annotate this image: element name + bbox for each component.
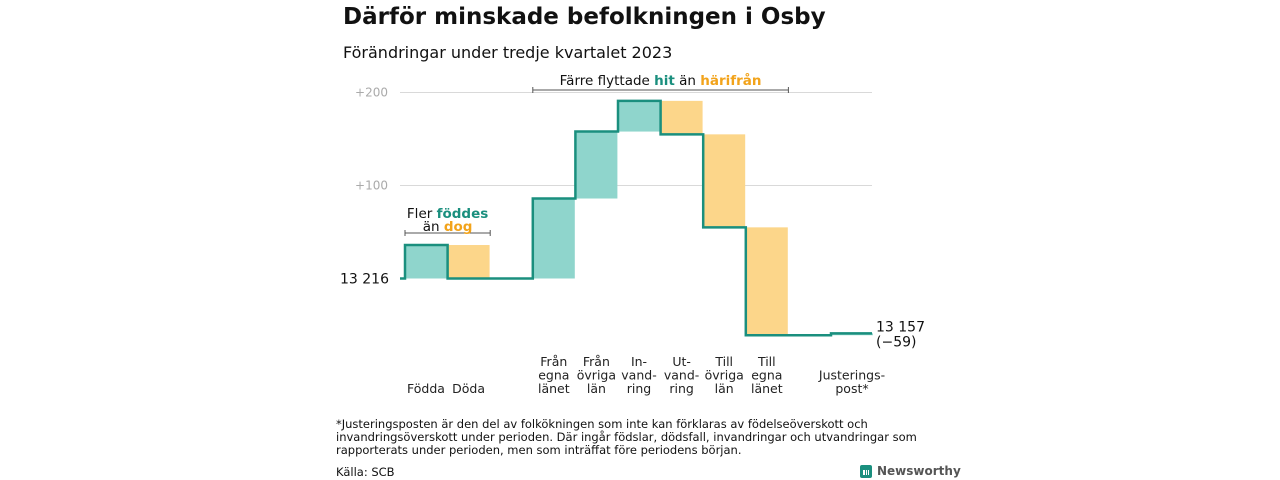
annotation-segment: än: [675, 73, 700, 89]
category-label: post*: [835, 381, 868, 396]
category-label: Till: [714, 354, 733, 369]
waterfall-bar: [703, 134, 746, 228]
cumulative-step-line: [400, 99, 872, 337]
annotation-segment: föddes: [437, 206, 489, 222]
waterfall-bar: [532, 198, 575, 279]
category-label: län: [587, 381, 606, 396]
newsworthy-icon: [860, 464, 872, 478]
annotation-segment: hit: [654, 73, 675, 89]
brand-name: Newsworthy: [877, 464, 961, 478]
category-label: Justerings-: [818, 368, 885, 383]
category-label: länet: [538, 381, 570, 396]
annotation-bracket: [404, 230, 491, 236]
annotation-text: än dog: [423, 219, 473, 235]
chart-title: Därför minskade befolkningen i Osby: [343, 4, 826, 30]
category-label: Från: [583, 354, 610, 369]
waterfall-bar: [575, 131, 618, 199]
category-label: vand-: [621, 368, 656, 383]
category-label: Döda: [452, 381, 485, 396]
category-label: Till: [757, 354, 776, 369]
end-change-label: (−59): [876, 334, 916, 350]
start-value-label: 13 216: [340, 272, 389, 288]
category-label: Från: [540, 354, 567, 369]
y-tick-label: +100: [355, 179, 388, 193]
waterfall-bar: [745, 227, 788, 336]
category-label: övriga: [705, 368, 744, 383]
chart-subtitle: Förändringar under tredje kvartalet 2023: [343, 43, 673, 62]
annotation-text: Fler föddes: [407, 206, 488, 222]
category-label: Ut-: [672, 354, 691, 369]
annotation-bracket: [532, 87, 789, 93]
annotation-segment: härifrån: [700, 72, 761, 89]
category-label: egna: [538, 368, 569, 383]
annotation-segment: Fler: [407, 206, 437, 222]
waterfall-bar: [618, 100, 660, 132]
annotation-text: Färre flyttade hit än härifrån: [560, 72, 762, 89]
source-label: Källa: SCB: [336, 465, 395, 479]
category-label: länet: [751, 381, 783, 396]
waterfall-bar: [405, 245, 447, 279]
waterfall-bar: [660, 100, 703, 135]
annotation-segment: Färre flyttade: [560, 73, 654, 89]
footnote: *Justeringsposten är den del av folkökni…: [336, 417, 917, 457]
category-label: In-: [631, 354, 647, 369]
category-label: ring: [627, 381, 651, 396]
category-label: egna: [751, 368, 782, 383]
category-label: ring: [669, 381, 693, 396]
category-label: Födda: [407, 381, 445, 396]
category-label: län: [715, 381, 734, 396]
end-value-label: 13 157: [876, 319, 925, 335]
category-label: övriga: [577, 368, 616, 383]
annotation-segment: än: [423, 219, 444, 235]
y-tick-label: +200: [355, 86, 388, 100]
category-label: vand-: [664, 368, 699, 383]
waterfall-bar: [447, 245, 490, 279]
annotation-segment: dog: [444, 219, 473, 235]
newsworthy-logo: Newsworthy: [860, 464, 961, 478]
